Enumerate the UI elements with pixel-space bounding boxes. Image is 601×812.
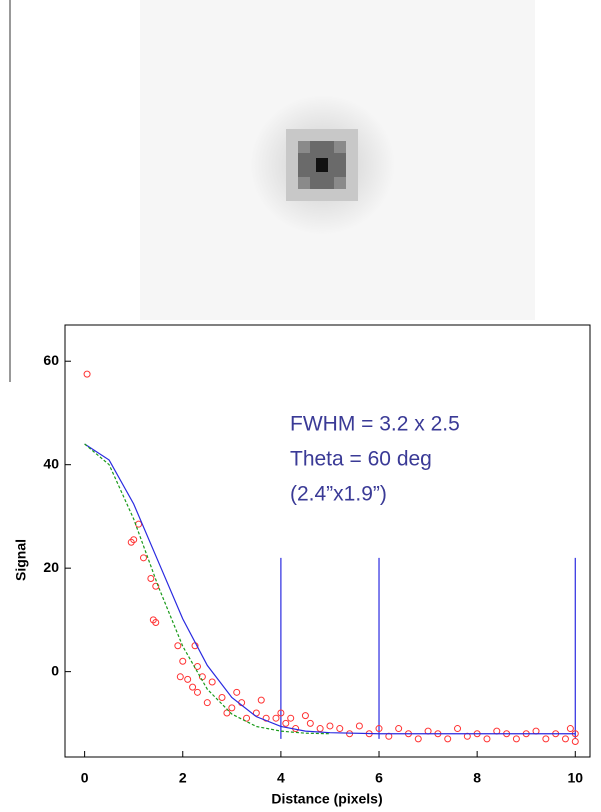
data-point	[243, 714, 251, 722]
annotation: (2.4”x1.9”)	[290, 483, 387, 506]
data-point	[184, 675, 192, 683]
data-point	[287, 714, 295, 722]
x-tick-label: 10	[567, 770, 583, 786]
y-axis-label: Signal	[13, 539, 29, 581]
data-point	[301, 712, 309, 720]
data-point	[140, 554, 148, 562]
data-point	[561, 735, 569, 743]
data-point	[336, 725, 344, 733]
data-point	[326, 722, 334, 730]
data-point	[375, 725, 383, 733]
y-tick-label: 60	[43, 352, 59, 368]
data-point	[218, 694, 226, 702]
data-point	[257, 696, 265, 704]
x-tick-label: 0	[81, 770, 89, 786]
data-point	[483, 735, 491, 743]
data-point	[152, 582, 160, 590]
data-point	[179, 657, 187, 665]
data-point	[135, 520, 143, 528]
annotation: Theta = 60 deg	[290, 448, 432, 471]
x-tick-label: 8	[473, 770, 481, 786]
data-point	[176, 673, 184, 681]
data-point	[355, 722, 363, 730]
psf-image	[140, 0, 535, 320]
x-tick-label: 2	[179, 770, 187, 786]
data-point	[193, 688, 201, 696]
annotation: FWHM = 3.2 x 2.5	[290, 413, 460, 436]
data-point	[444, 735, 452, 743]
data-point	[316, 725, 324, 733]
x-tick-label: 6	[375, 770, 383, 786]
data-point	[83, 370, 91, 378]
data-point	[174, 642, 182, 650]
data-point	[272, 714, 280, 722]
x-axis-label: Distance (pixels)	[271, 791, 382, 807]
fit-curve	[84, 443, 576, 735]
data-point	[233, 688, 241, 696]
data-point	[395, 725, 403, 733]
y-tick-label: 0	[51, 662, 59, 678]
data-point	[454, 725, 462, 733]
data-point	[203, 699, 211, 707]
data-point	[223, 709, 231, 717]
x-tick-label: 4	[277, 770, 285, 786]
data-point	[147, 575, 155, 583]
y-tick-label: 40	[43, 455, 59, 471]
data-point	[566, 725, 574, 733]
data-point	[542, 735, 550, 743]
data-point	[152, 618, 160, 626]
data-point	[198, 673, 206, 681]
data-point	[193, 662, 201, 670]
data-point	[282, 719, 290, 727]
data-point	[189, 683, 197, 691]
fit-curve	[84, 443, 330, 735]
data-point	[414, 735, 422, 743]
data-point	[306, 719, 314, 727]
data-point	[130, 536, 138, 544]
y-tick-label: 20	[43, 559, 59, 575]
data-point	[228, 704, 236, 712]
data-point	[277, 709, 285, 717]
plot-frame	[64, 324, 591, 758]
data-point	[571, 737, 579, 745]
data-point	[208, 678, 216, 686]
data-point	[512, 735, 520, 743]
